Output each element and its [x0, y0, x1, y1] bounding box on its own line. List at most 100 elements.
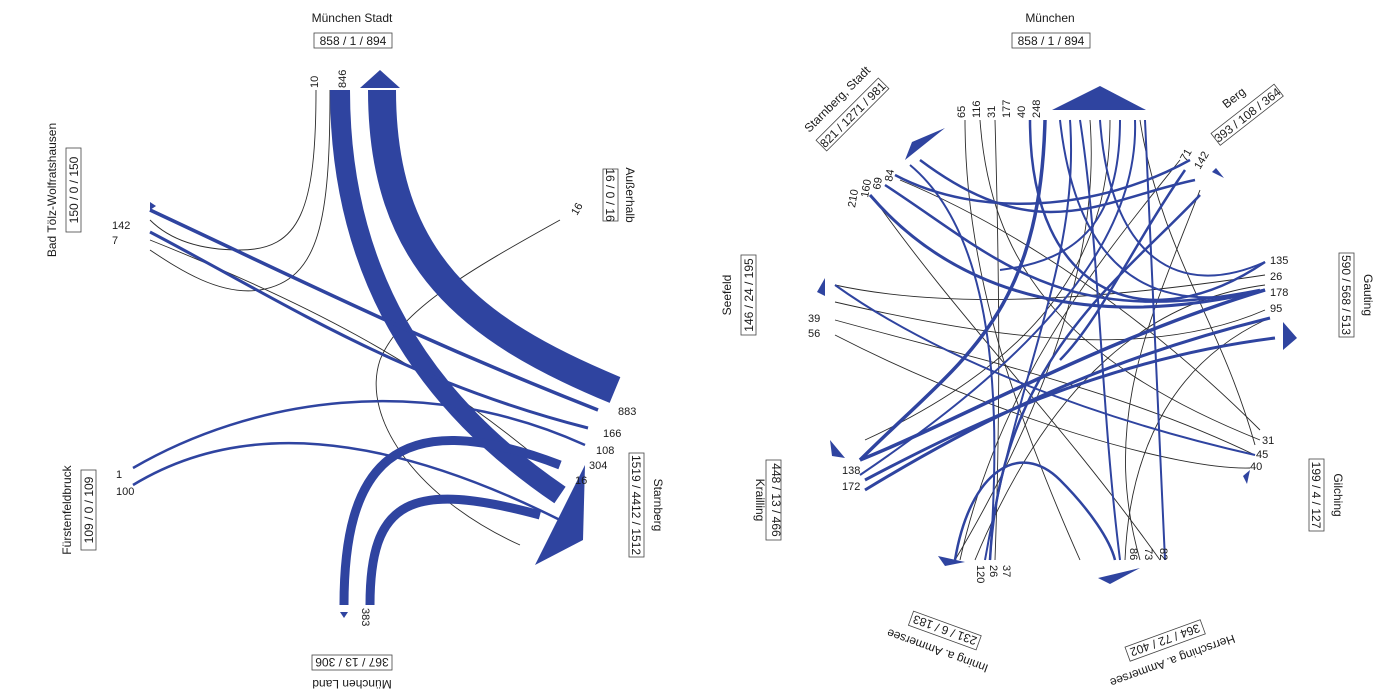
flow-band: [368, 89, 621, 403]
node-herrsching: Herrsching a. Ammersee 364 / 72 / 402: [1108, 619, 1237, 689]
flow-band: [1059, 169, 1187, 361]
node-label: Außerhalb: [623, 167, 637, 223]
node-fuerstenfeldbruck: Fürstenfeldbruck 109 / 0 / 109: [60, 464, 97, 555]
node-label: Krailling: [753, 479, 767, 522]
value-label: 86: [1127, 548, 1139, 560]
node-counts: 858 / 1 / 894: [1018, 34, 1085, 48]
left-arrowheads: [150, 70, 585, 618]
arrowhead-seefeld: [817, 278, 825, 296]
node-count-box: [815, 77, 890, 152]
value-label: 100: [116, 486, 134, 498]
flow-band: [999, 119, 1121, 271]
right-flow-diagram: München 858 / 1 / 894 Berg 393 / 108 / 3…: [720, 11, 1375, 689]
value-label: 95: [1270, 303, 1282, 315]
value-label: 383: [359, 608, 371, 626]
node-berg: Berg 393 / 108 / 364: [1210, 83, 1284, 146]
value-label: 883: [618, 406, 636, 418]
left-flow-diagram: München Stadt 858 / 1 / 894 Außerhalb 16…: [45, 11, 665, 689]
flow-line: [954, 119, 1092, 561]
arrowhead-starnberg: [535, 465, 585, 565]
value-label: 108: [596, 445, 614, 457]
value-label: 31: [986, 106, 998, 118]
node-count-box: [628, 452, 645, 558]
node-counts: 150 / 0 / 150: [67, 156, 81, 223]
value-label: 26: [987, 565, 999, 577]
node-muenchen: München 858 / 1 / 894: [1011, 11, 1091, 49]
node-count-box: [1308, 458, 1325, 532]
value-label: 138: [842, 465, 860, 477]
node-label: Starnberg: [651, 479, 665, 532]
flow-band: [1099, 119, 1266, 277]
arrowhead-muenchen: [1052, 86, 1146, 110]
arrowhead-berg: [1212, 168, 1224, 178]
flow-band: [858, 119, 1047, 462]
flow-line: [834, 301, 1266, 341]
value-label: 10: [309, 76, 321, 88]
value-label: 39: [808, 313, 820, 325]
node-counts: 146 / 24 / 195: [742, 258, 756, 332]
flow-band: [1144, 119, 1166, 561]
value-label: 37: [1000, 565, 1012, 577]
value-label: 73: [1142, 548, 1154, 560]
arrowhead-gilching: [1243, 470, 1250, 484]
arrowhead-inning: [938, 556, 965, 566]
flow-band: [834, 284, 1256, 456]
flow-line: [834, 274, 1266, 300]
flow-line: [874, 199, 1161, 561]
arrowhead-herrsching: [1098, 568, 1140, 584]
node-count-box: [765, 459, 782, 541]
node-label: Berg: [1220, 84, 1249, 111]
node-starnberg-stadt: Starnberg, Stadt 821 / 1271 / 981: [801, 63, 890, 152]
value-label: 1: [116, 469, 122, 481]
node-count-box: [311, 654, 393, 671]
flow-band: [149, 230, 589, 430]
flow-band: [132, 441, 561, 522]
node-starnberg: Starnberg 1519 / 4412 / 1512: [628, 452, 665, 558]
node-inning: Inning a. Ammersee 231 / 6 / 183: [885, 610, 990, 676]
value-label: 116: [971, 100, 983, 118]
value-label: 40: [1250, 461, 1262, 473]
flow-band: [919, 158, 1196, 214]
right-arrowheads: [817, 86, 1297, 584]
node-counts: 16 / 0 / 16: [603, 168, 617, 222]
node-counts: 590 / 568 / 513: [1339, 255, 1353, 335]
node-label: Gilching: [1331, 473, 1345, 516]
node-count-box: [1338, 252, 1355, 338]
node-label: München Land: [312, 677, 391, 689]
flow-band: [894, 158, 1191, 205]
node-bad-toelz-wolfratshausen: Bad Tölz-Wolfratshausen 150 / 0 / 150: [45, 123, 82, 257]
value-label: 26: [1270, 271, 1282, 283]
flow-band: [365, 494, 542, 606]
node-label: Bad Tölz-Wolfratshausen: [45, 123, 59, 257]
value-label: 177: [1001, 100, 1013, 118]
node-counts: 448 / 13 / 466: [769, 463, 783, 537]
right-blue-flows: [834, 119, 1276, 561]
flow-line: [974, 284, 1266, 561]
value-label: 45: [1256, 449, 1268, 461]
node-count-box: [1210, 83, 1284, 146]
left-blue-flows: [132, 89, 621, 606]
flow-line: [149, 89, 317, 251]
value-label: 248: [1031, 100, 1043, 118]
node-label: Seefeld: [720, 275, 734, 316]
node-counts: 858 / 1 / 894: [320, 34, 387, 48]
node-muenchen-land: München Land 367 / 13 / 306: [311, 654, 393, 689]
node-counts: 393 / 108 / 364: [1212, 85, 1284, 146]
node-seefeld: Seefeld 146 / 24 / 195: [720, 254, 757, 336]
node-label: Gauting: [1361, 274, 1375, 316]
node-counts: 109 / 0 / 109: [82, 476, 96, 543]
value-label: 65: [956, 106, 968, 118]
left-value-labels: 10 846 16 883 166 108 304 16 383 1 100 1…: [112, 70, 636, 627]
node-count-box: [80, 469, 97, 551]
value-label: 178: [1270, 287, 1288, 299]
node-krailling: Krailling 448 / 13 / 466: [753, 459, 783, 541]
arrowhead-starnberg-stadt: [905, 128, 945, 160]
value-label: 84: [883, 168, 897, 182]
node-count-box: [740, 254, 757, 336]
arrowhead-krailling: [830, 440, 845, 458]
flow-band: [909, 164, 996, 561]
flow-band: [1028, 119, 1266, 302]
value-label: 16: [575, 475, 587, 487]
flow-band: [864, 316, 1271, 492]
